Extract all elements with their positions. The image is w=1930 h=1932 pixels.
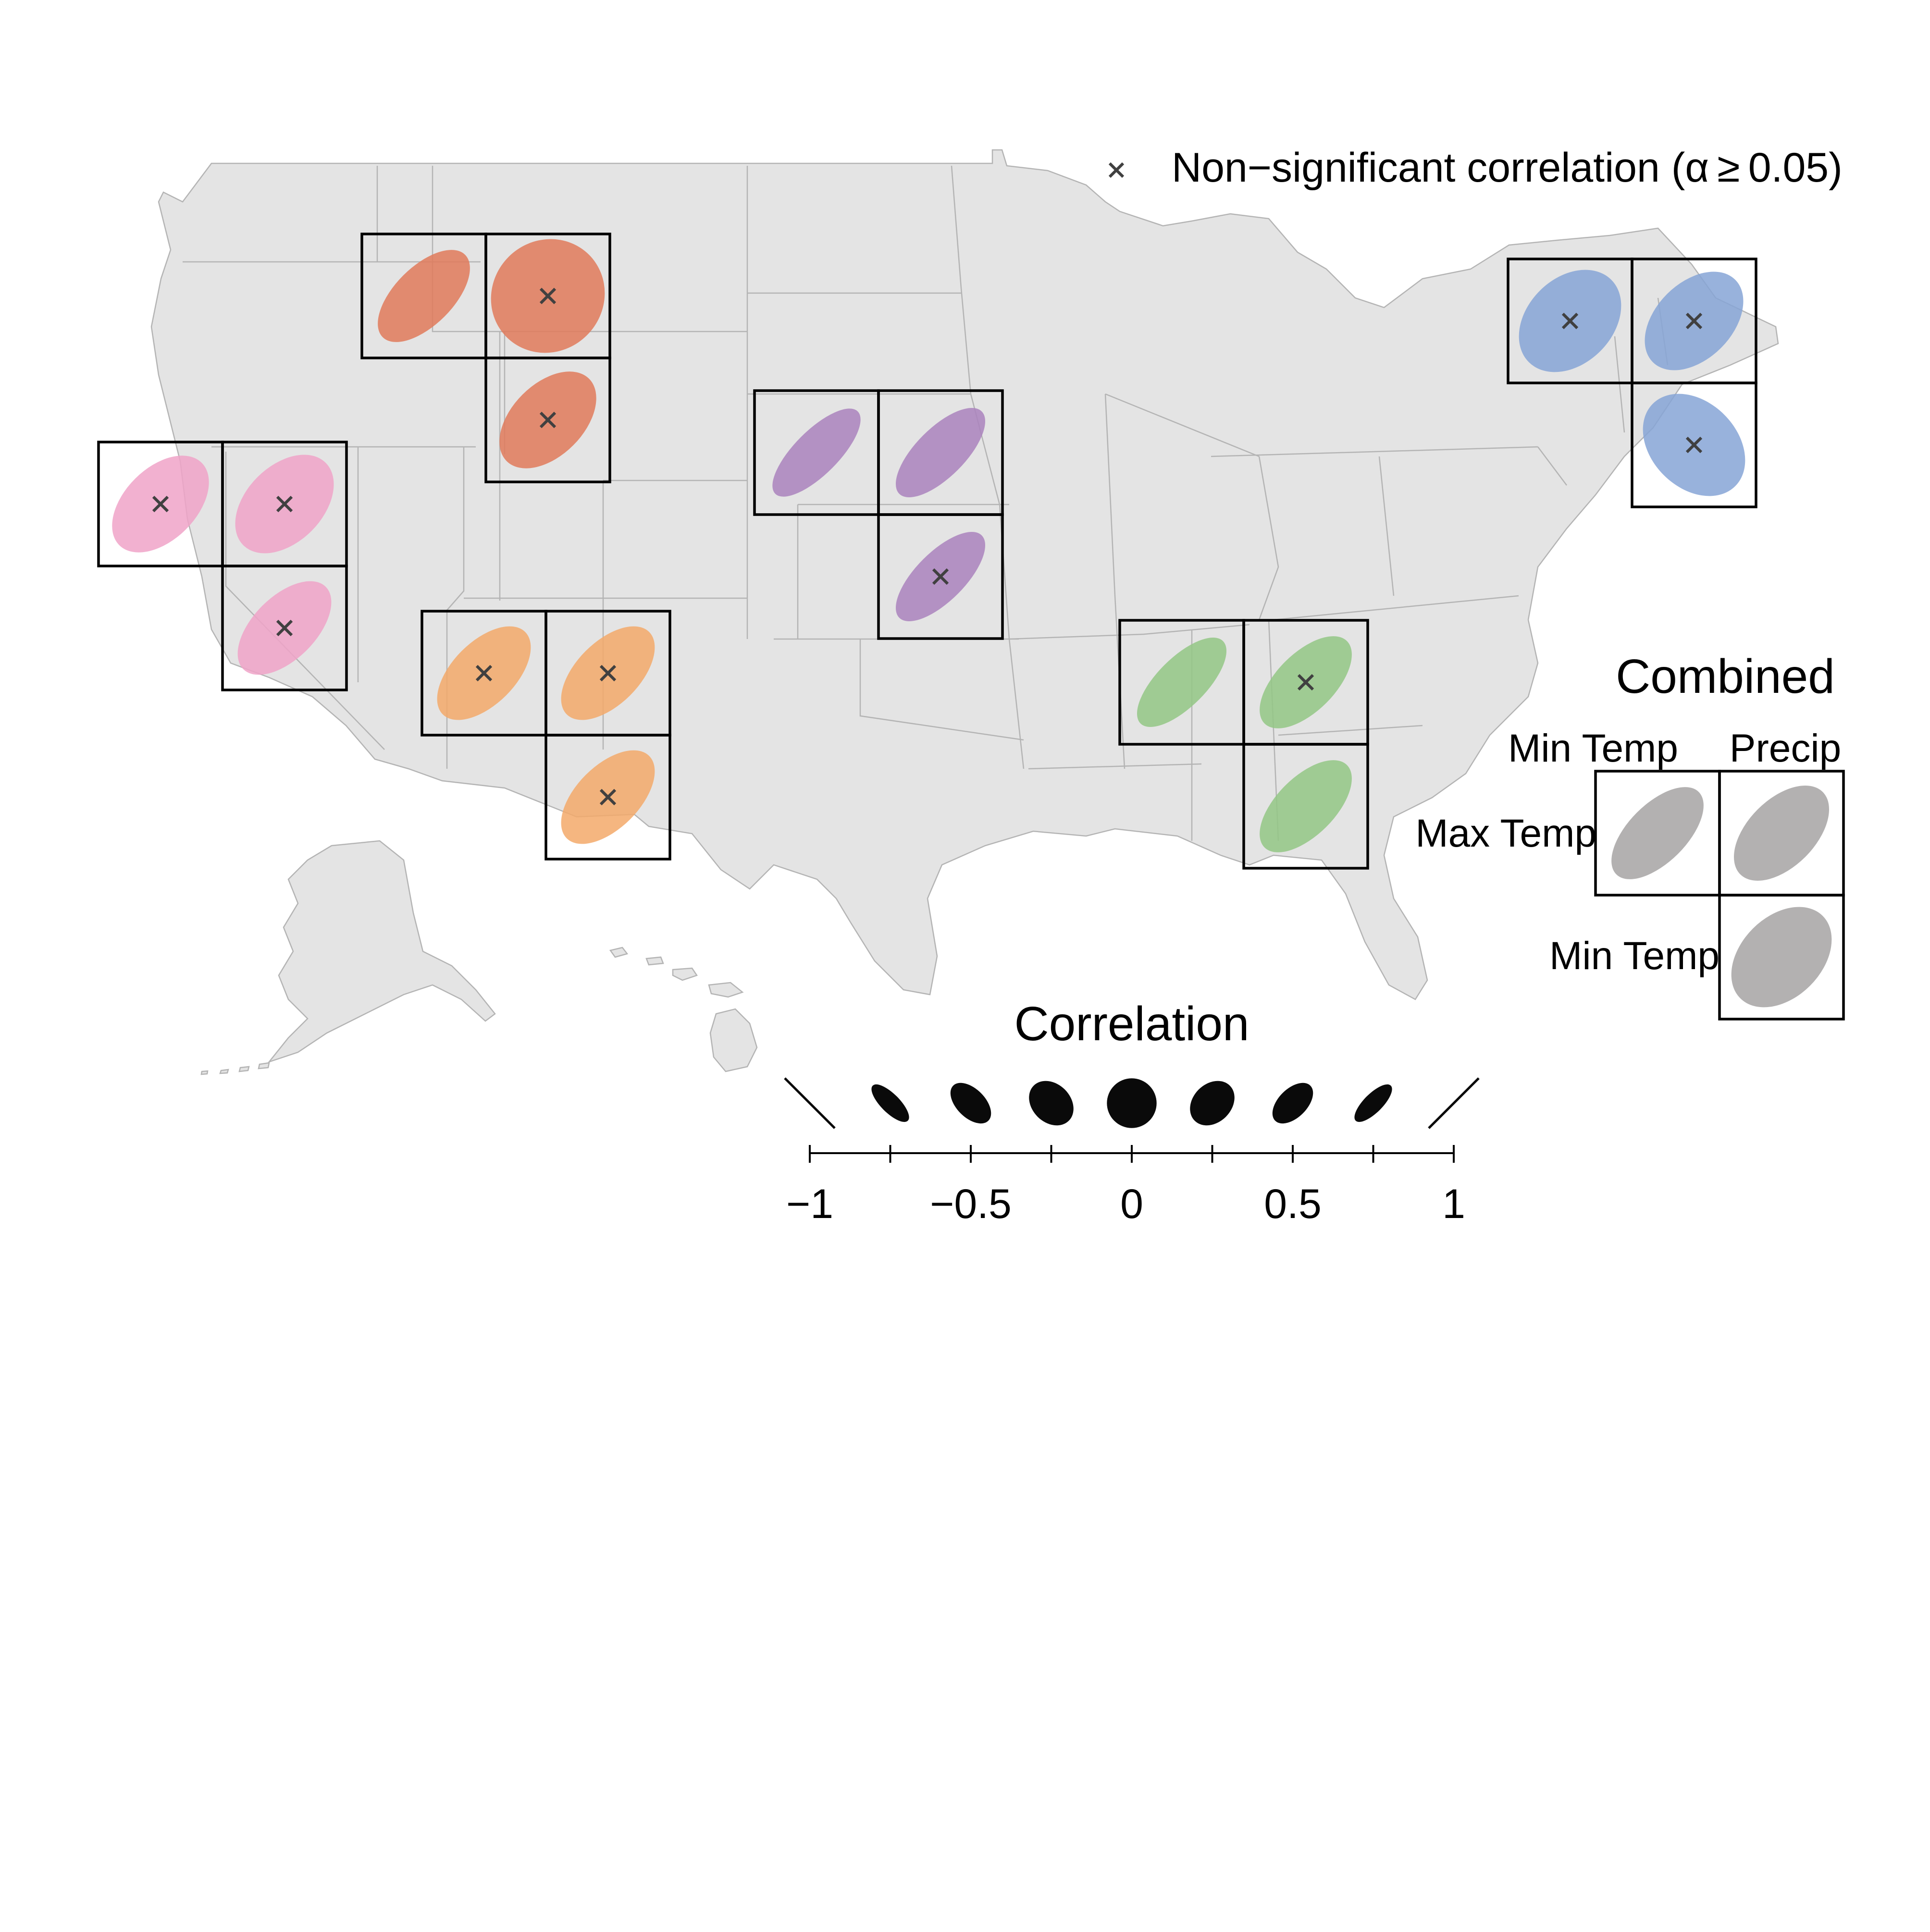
nonsig-mark-northeast-MinTemp-Precip	[1685, 436, 1703, 454]
hawaii-islands	[609, 947, 758, 1072]
combined-ellipse-MaxTemp-MinTemp	[1611, 787, 1704, 879]
combined-col-label-precip: Precip	[1730, 726, 1841, 770]
scale-tick-label-0.5: 0.5	[1264, 1181, 1322, 1227]
region-matrix-southwest	[421, 610, 671, 861]
combined-ellipse-MaxTemp-Precip	[1733, 785, 1830, 881]
scale-glyph-0.5	[1272, 1083, 1313, 1124]
nonsig-mark-west-MinTemp-Precip	[276, 619, 293, 637]
nonsig-mark-southwest-MinTemp-Precip	[599, 788, 617, 806]
region-matrix-northeast	[1507, 258, 1757, 508]
correlation-ellipse-southeast-MaxTemp-MinTemp	[1137, 637, 1227, 727]
combined-cell-MinTemp-Precip	[1718, 894, 1845, 1021]
combined-matrix: Combined Min Temp Precip Max Temp Min Te…	[1415, 650, 1845, 1021]
region-matrix-west	[97, 441, 348, 691]
combined-cells	[1594, 770, 1845, 1021]
correlation-scale-title: Correlation	[1014, 997, 1249, 1051]
nonsig-mark-northwest-MaxTemp-Precip	[539, 287, 557, 305]
scale-tick-label--0.5: −0.5	[930, 1181, 1012, 1227]
nonsig-mark-northeast-MaxTemp-MinTemp	[1561, 312, 1579, 330]
combined-ellipse-MinTemp-Precip	[1731, 907, 1832, 1008]
nonsig-mark-west-MaxTemp-MinTemp	[152, 495, 169, 513]
combined-title: Combined	[1616, 650, 1835, 703]
scale-glyph--1	[784, 1077, 836, 1129]
nonsig-mark-southwest-MaxTemp-MinTemp	[475, 665, 493, 682]
nonsig-legend: Non−significant correlation (α ≥ 0.05)	[1108, 145, 1843, 191]
scale-glyph-0	[1107, 1078, 1157, 1128]
alaska-landmass	[267, 840, 496, 1063]
correlation-scale-ticks	[809, 1145, 1455, 1163]
correlation-ellipse-southeast-MinTemp-Precip	[1260, 760, 1352, 852]
nonsig-mark-northwest-MinTemp-Precip	[539, 411, 557, 429]
matrix-cell-central-plains-MinTemp-Precip	[877, 513, 1004, 640]
combined-row-label-max-temp: Max Temp	[1415, 812, 1596, 855]
scale-tick-label-1: 1	[1442, 1181, 1465, 1227]
region-matrix-southeast	[1118, 619, 1369, 870]
matrix-cell-northeast-MinTemp-Precip	[1631, 381, 1757, 508]
matrix-cell-southeast-MinTemp-Precip	[1242, 743, 1369, 870]
scale-glyph--0.75	[871, 1084, 909, 1122]
correlation-scale-glyphs	[784, 1077, 1480, 1129]
nonsig-mark-northeast-MaxTemp-Precip	[1685, 312, 1703, 330]
region-matrix-northwest	[360, 233, 611, 483]
nonsig-mark-central-plains-MinTemp-Precip	[932, 568, 949, 585]
correlation-ellipse-northwest-MaxTemp-MinTemp	[378, 250, 470, 342]
scale-tick-label--1: −1	[786, 1181, 833, 1227]
regional-matrices	[97, 233, 1757, 870]
nonsig-legend-x-icon	[1108, 162, 1125, 178]
matrix-cell-northwest-MinTemp-Precip	[484, 357, 611, 483]
correlation-ellipse-central-plains-MaxTemp-MinTemp	[772, 408, 861, 497]
scale-glyph-1	[1428, 1077, 1480, 1129]
scale-glyph-0.75	[1354, 1084, 1392, 1122]
combined-col-label-min-temp: Min Temp	[1508, 726, 1678, 770]
matrix-cell-west-MinTemp-Precip	[221, 565, 348, 691]
nonsig-legend-label: Non−significant correlation (α ≥ 0.05)	[1172, 145, 1843, 191]
scale-glyph--0.5	[950, 1083, 991, 1124]
correlation-scale: Correlation −1 −0.5 0 0.5 1	[784, 997, 1480, 1227]
combined-row-label-min-temp: Min Temp	[1549, 934, 1720, 978]
correlation-ellipse-central-plains-MaxTemp-Precip	[895, 407, 986, 498]
scale-glyph--0.25	[1029, 1081, 1074, 1126]
nonsig-mark-southeast-MaxTemp-Precip	[1297, 674, 1314, 691]
aleutian-islands	[200, 1062, 270, 1075]
correlation-scale-tick-labels: −1 −0.5 0 0.5 1	[786, 1181, 1465, 1227]
nonsig-mark-west-MaxTemp-Precip	[276, 495, 293, 513]
scale-glyph-0.25	[1190, 1081, 1235, 1126]
scale-tick-label-0: 0	[1120, 1181, 1143, 1227]
region-matrix-central-plains	[753, 389, 1004, 640]
nonsig-mark-southwest-MaxTemp-Precip	[599, 665, 617, 682]
matrix-cell-southwest-MinTemp-Precip	[544, 734, 671, 861]
state-borders	[183, 165, 1669, 841]
